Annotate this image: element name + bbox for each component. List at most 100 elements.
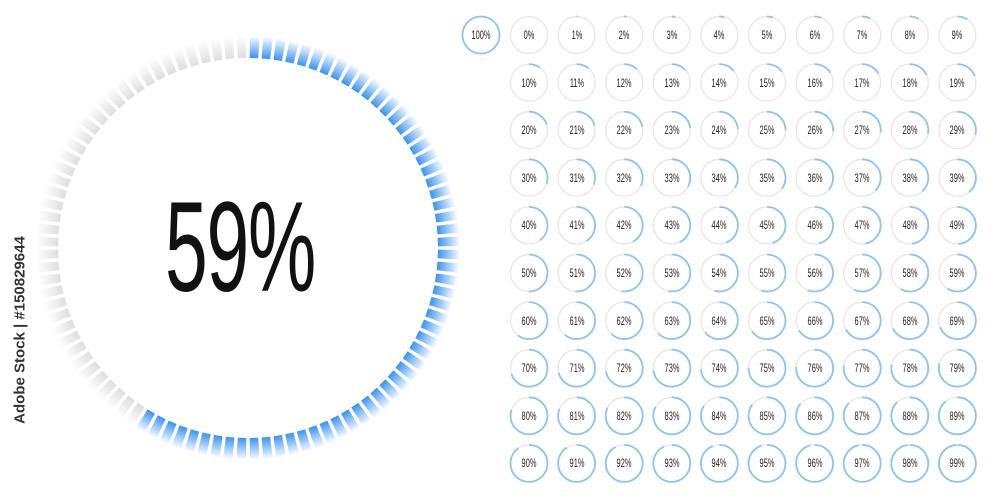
percentage-ring <box>652 396 692 436</box>
ring-progress-arc <box>557 443 596 483</box>
ring-progress-arc <box>842 443 882 483</box>
ring-label: 76% <box>807 361 823 376</box>
ring-label: 93% <box>664 456 680 471</box>
ring-label: 33% <box>664 170 680 185</box>
ring-label: 81% <box>569 408 585 423</box>
ring-label: 5% <box>761 28 773 42</box>
percentage-ring <box>747 443 787 483</box>
meter-tick-empty <box>104 85 126 109</box>
ring-progress-arc <box>890 253 930 293</box>
meter-tick-filled <box>296 429 312 453</box>
percentage-ring <box>938 110 977 150</box>
percentage-ring <box>604 348 644 388</box>
percentage-ring <box>652 110 692 150</box>
ring-progress-arc <box>557 253 596 293</box>
ring-label: 79% <box>949 361 965 376</box>
ring-label: 85% <box>759 408 775 423</box>
ring-progress-arc <box>509 110 549 150</box>
ring-label: 86% <box>807 408 823 423</box>
ring-label: 21% <box>569 123 585 138</box>
ring-progress-arc <box>700 110 739 150</box>
ring-progress-arc <box>890 443 930 483</box>
ring-label: 34% <box>711 170 727 185</box>
percentage-ring <box>461 15 501 55</box>
meter-tick-filled <box>296 43 312 67</box>
percentage-ring <box>604 443 644 483</box>
percentage-ring <box>890 443 930 483</box>
percentage-ring <box>700 110 739 150</box>
ring-label: 83% <box>664 408 680 423</box>
ring-label: 84% <box>711 408 727 423</box>
ring-progress-arc <box>890 158 930 198</box>
ring-label: 10% <box>521 75 537 90</box>
ring-progress-arc <box>842 348 882 388</box>
percentage-ring <box>604 301 644 341</box>
ring-label: 36% <box>807 170 823 185</box>
ring-progress-arc <box>652 15 692 55</box>
percentage-ring <box>842 348 882 388</box>
percentage-ring <box>557 301 596 341</box>
ring-progress-arc <box>700 158 739 198</box>
ring-progress-arc <box>795 110 834 150</box>
ring-label: 2% <box>618 28 630 42</box>
ring-progress-arc <box>509 63 549 102</box>
percentage-ring <box>509 301 549 341</box>
ring-label: 25% <box>759 123 775 138</box>
percentage-ring <box>700 396 739 436</box>
meter-tick-filled <box>319 51 337 76</box>
ring-label: 78% <box>902 361 918 376</box>
meter-tick-filled <box>236 437 247 460</box>
percentage-ring <box>509 158 549 198</box>
ring-label: 96% <box>807 456 823 471</box>
percentage-ring <box>557 15 596 55</box>
percentage-ring <box>700 205 739 245</box>
percentage-ring <box>842 443 882 483</box>
ring-progress-arc <box>604 205 644 245</box>
ring-label: 100% <box>471 28 491 42</box>
percentage-ring <box>604 63 644 102</box>
ring-progress-arc <box>700 63 739 102</box>
meter-tick-empty <box>85 370 109 392</box>
ring-label: 26% <box>807 123 823 138</box>
meter-tick-empty <box>43 296 67 312</box>
meter-tick-filled <box>434 273 459 286</box>
ring-label: 16% <box>807 75 823 90</box>
percentage-ring <box>509 348 549 388</box>
ring-label: 91% <box>569 456 585 471</box>
ring-label: 14% <box>711 75 727 90</box>
ring-progress-arc <box>604 158 644 198</box>
ring-label: 74% <box>711 361 727 376</box>
percentage-ring <box>795 158 834 198</box>
meter-tick-filled <box>420 319 445 337</box>
percentage-ring <box>509 110 549 150</box>
percentage-ring <box>890 110 930 150</box>
meter-tick-filled <box>223 436 235 460</box>
ring-track <box>509 15 549 55</box>
percentage-ring <box>938 301 977 341</box>
ring-label: 82% <box>616 408 632 423</box>
ring-label: 62% <box>616 313 632 328</box>
meter-tick-filled <box>330 56 349 81</box>
meter-tick-filled <box>420 159 445 177</box>
big-percentage-value: 59% <box>164 176 316 319</box>
ring-progress-arc <box>938 301 977 341</box>
meter-tick-filled <box>402 351 426 372</box>
ring-progress-arc <box>652 205 692 245</box>
ring-progress-arc <box>604 63 644 102</box>
ring-progress-arc <box>747 15 787 55</box>
percentage-ring <box>652 443 692 483</box>
ring-progress-arc <box>890 348 930 388</box>
meter-tick-filled <box>437 249 460 260</box>
percentage-ring <box>509 253 549 293</box>
meter-tick-filled <box>434 210 459 223</box>
meter-tick-empty <box>197 40 211 64</box>
percentage-ring <box>795 205 834 245</box>
percentage-ring <box>557 443 596 483</box>
meter-tick-filled <box>210 434 223 459</box>
percentage-ring <box>604 110 644 150</box>
ring-progress-arc <box>842 63 882 102</box>
ring-progress-arc <box>652 348 692 388</box>
ring-label: 80% <box>521 408 537 423</box>
meter-tick-filled <box>197 432 211 456</box>
ring-progress-arc <box>557 158 596 198</box>
